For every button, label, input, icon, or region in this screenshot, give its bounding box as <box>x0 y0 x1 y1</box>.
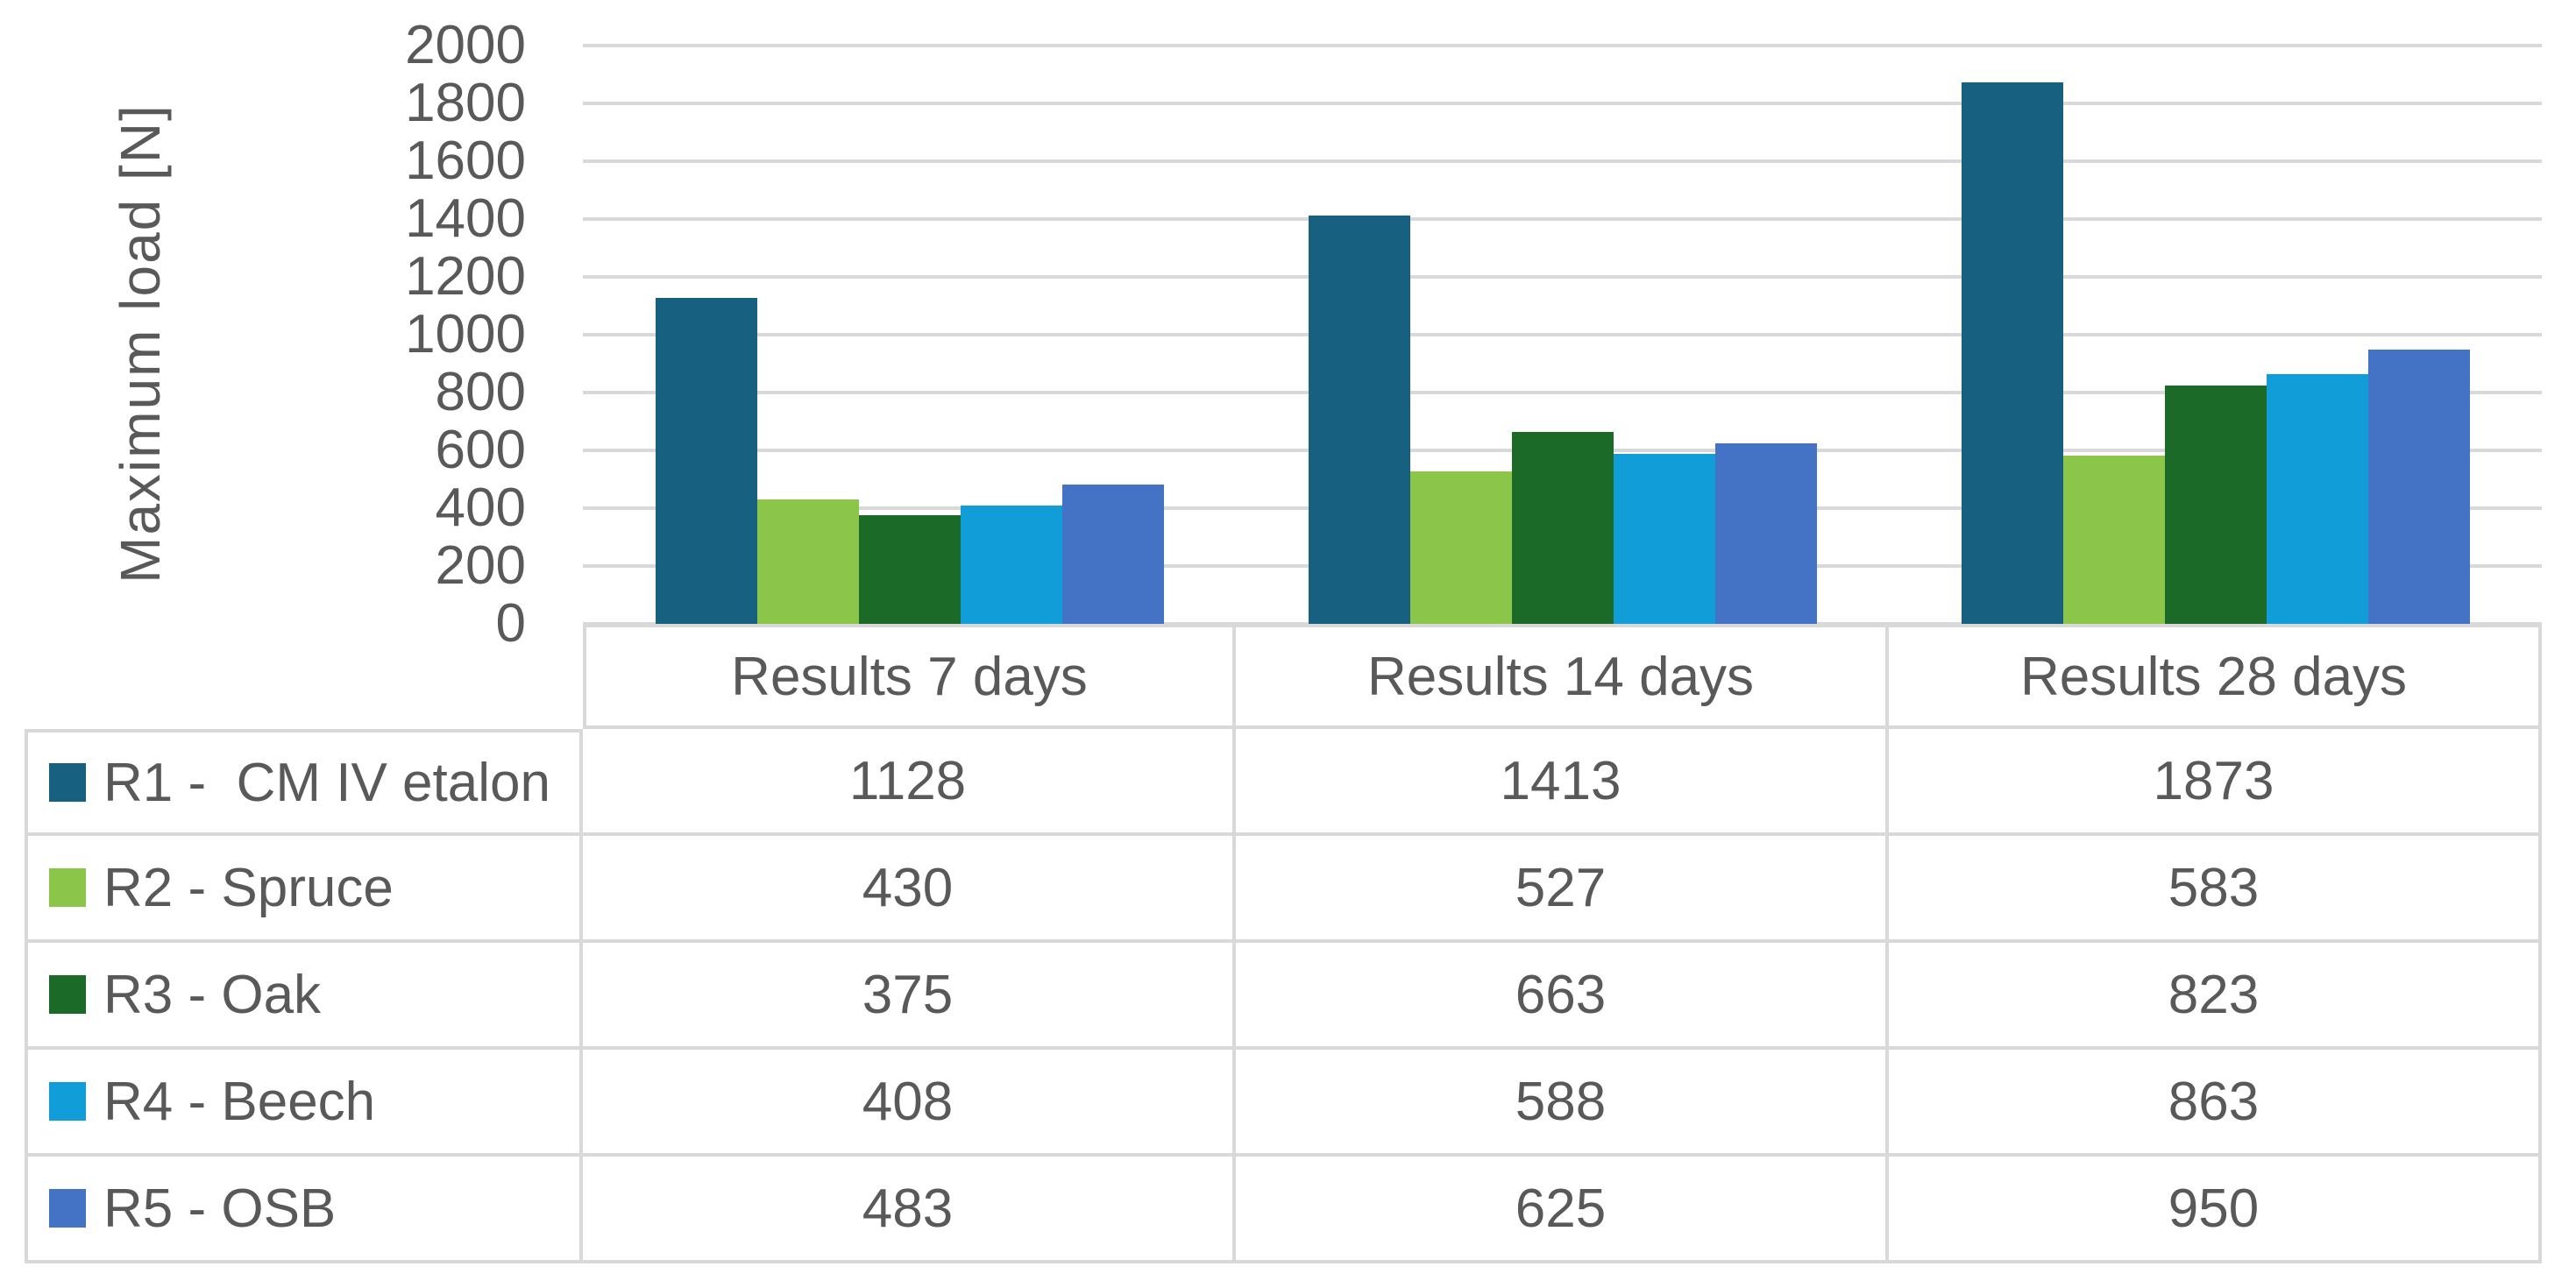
gridline-1200 <box>583 275 2542 279</box>
y-tick-label: 200 <box>435 535 526 596</box>
bar-series5-category3 <box>2367 349 2470 624</box>
bar-series2-category3 <box>2062 455 2165 624</box>
value-cell: 527 <box>1236 836 1889 943</box>
bar-series3-category3 <box>2164 386 2267 624</box>
gridline-1000 <box>583 333 2542 336</box>
value-cell: 663 <box>1236 943 1889 1050</box>
value-cell: 483 <box>583 1157 1236 1263</box>
bar-series5-category1 <box>1061 484 1164 624</box>
value-cell: 950 <box>1889 1157 2542 1263</box>
value-cell: 863 <box>1889 1050 2542 1157</box>
bar-series4-category3 <box>2266 374 2368 624</box>
legend-swatch-icon <box>49 1189 86 1228</box>
bar-series2-category2 <box>1409 471 1512 624</box>
bar-series1-category1 <box>655 297 757 624</box>
y-tick-label: 1200 <box>405 246 526 307</box>
value-cell: 823 <box>1889 943 2542 1050</box>
gridline-1400 <box>583 217 2542 221</box>
value-cell: 1873 <box>1889 729 2542 836</box>
legend-cell: R5 - OSB <box>25 1157 583 1263</box>
legend-label: R4 - Beech <box>103 1071 376 1132</box>
gridline-1800 <box>583 102 2542 105</box>
bar-series1-category2 <box>1308 215 1410 624</box>
y-tick-label: 1800 <box>405 73 526 133</box>
bar-series3-category2 <box>1511 432 1614 624</box>
legend-cell: R4 - Beech <box>25 1050 583 1157</box>
y-tick-label: 2000 <box>405 15 526 75</box>
value-cell: 583 <box>1889 836 2542 943</box>
bar-series4-category1 <box>960 506 1062 624</box>
plot-area <box>583 44 2542 626</box>
bar-series1-category3 <box>1961 81 2063 624</box>
bar-series4-category2 <box>1613 453 1715 624</box>
table-header-cell: Results 28 days <box>1889 624 2542 729</box>
legend-swatch-icon <box>49 763 86 802</box>
legend-label: R2 - Spruce <box>103 857 394 918</box>
legend-cell: R1 - CM IV etalon <box>25 729 583 836</box>
value-cell: 588 <box>1236 1050 1889 1157</box>
value-cell: 1128 <box>583 729 1236 836</box>
y-tick-label: 0 <box>495 593 526 654</box>
legend-swatch-icon <box>49 868 86 907</box>
y-tick-label: 800 <box>435 362 526 422</box>
legend-label: R1 - CM IV etalon <box>103 752 550 813</box>
table-header-cell: Results 14 days <box>1236 624 1889 729</box>
data-table: Results 7 days Results 14 days Results 28 … <box>25 624 2542 1263</box>
bar-series5-category2 <box>1714 442 1817 624</box>
legend-cell: R2 - Spruce <box>25 836 583 943</box>
bar-series3-category1 <box>858 515 961 624</box>
y-tick-label: 1400 <box>405 188 526 249</box>
bar-series2-category1 <box>756 499 859 624</box>
table-corner-blank <box>25 624 583 729</box>
legend-label: R3 - Oak <box>103 964 322 1025</box>
value-cell: 375 <box>583 943 1236 1050</box>
legend-cell: R3 - Oak <box>25 943 583 1050</box>
legend-label: R5 - OSB <box>103 1178 337 1239</box>
y-tick-label: 600 <box>435 420 526 480</box>
value-cell: 1413 <box>1236 729 1889 836</box>
legend-swatch-icon <box>49 975 86 1014</box>
value-cell: 408 <box>583 1050 1236 1157</box>
gridline-2000 <box>583 44 2542 47</box>
value-cell: 430 <box>583 836 1236 943</box>
y-tick-label: 1600 <box>405 131 526 191</box>
y-tick-label: 1000 <box>405 304 526 364</box>
legend-swatch-icon <box>49 1082 86 1121</box>
gridline-1600 <box>583 159 2542 163</box>
y-tick-label: 400 <box>435 478 526 538</box>
gridline-800 <box>583 391 2542 394</box>
value-cell: 625 <box>1236 1157 1889 1263</box>
table-header-cell: Results 7 days <box>583 624 1236 729</box>
